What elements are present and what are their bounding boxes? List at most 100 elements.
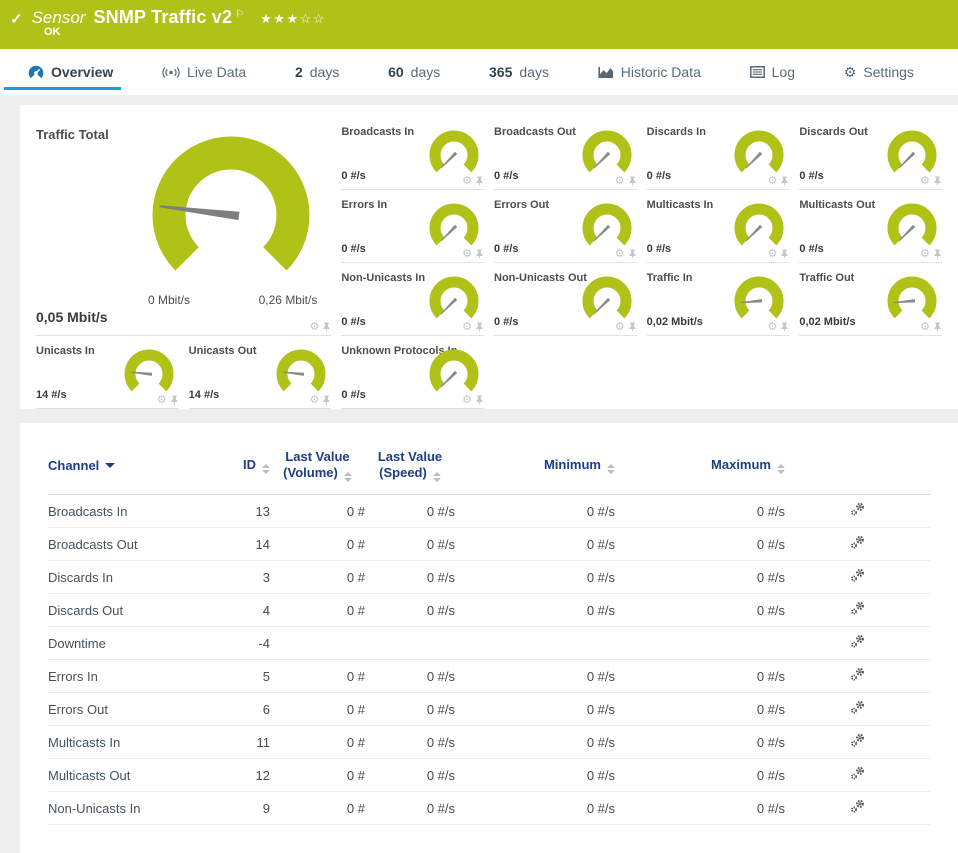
channel-settings-button[interactable] (846, 632, 870, 654)
pin-icon[interactable] (628, 249, 637, 260)
traffic-in-gauge (731, 275, 787, 330)
cell-channel[interactable]: Downtime (48, 635, 106, 651)
gauge-settings-gear-icon[interactable]: ⚙ (767, 175, 778, 187)
cell-volume: 0 # (346, 734, 365, 750)
tab-60-days[interactable]: 60 days (384, 49, 444, 95)
channel-settings-button[interactable] (846, 731, 870, 753)
sort-icon[interactable] (432, 472, 441, 483)
gauge-settings-gear-icon[interactable]: ⚙ (614, 321, 625, 333)
cell-channel[interactable]: Non-Unicasts In (48, 800, 141, 816)
column-label: Channel (48, 457, 100, 473)
unicasts-in-gauge (121, 348, 177, 403)
gauge-settings-gear-icon[interactable]: ⚙ (920, 321, 930, 333)
channel-settings-button[interactable] (846, 500, 870, 522)
channel-settings-button[interactable] (846, 797, 870, 819)
cell-channel[interactable]: Errors In (48, 668, 98, 684)
sort-caret-icon[interactable] (105, 462, 116, 468)
pin-icon[interactable] (322, 322, 331, 333)
pin-icon[interactable] (475, 322, 484, 333)
tab-log[interactable]: Log (746, 49, 799, 95)
gauge-settings-gear-icon[interactable]: ⚙ (614, 248, 625, 260)
sort-icon[interactable] (607, 464, 615, 475)
pin-icon[interactable] (780, 176, 789, 187)
channel-settings-button[interactable] (846, 533, 870, 555)
gauge-tile-multicasts-out: Multicasts Out 0 #/s ⚙ (799, 190, 942, 263)
gauge-settings-gear-icon[interactable]: ⚙ (767, 248, 778, 260)
channel-settings-button[interactable] (846, 665, 870, 687)
flag-icon[interactable]: ⚐ (235, 9, 245, 20)
column-label: Last Value (Volume) (283, 449, 350, 481)
gauge-tile-traffic-out: Traffic Out 0,02 Mbit/s ⚙ (799, 263, 942, 336)
pin-icon[interactable] (933, 176, 942, 187)
gauge-title: Multicasts In (646, 199, 714, 211)
cell-channel[interactable]: Multicasts In (48, 734, 121, 750)
cell-speed: 0 #/s (426, 569, 455, 585)
cell-max: 0 #/s (756, 503, 785, 519)
tab-settings[interactable]: ⚙ Settings (840, 49, 918, 95)
table-row-broadcasts-in: Broadcasts In 13 0 # 0 #/s 0 #/s 0 #/s (48, 495, 930, 528)
column-header-maximum[interactable]: Maximum (615, 437, 785, 495)
gauge-settings-gear-icon[interactable]: ⚙ (920, 248, 930, 260)
pin-icon[interactable] (628, 176, 637, 187)
tab-label: Log (771, 64, 795, 80)
cell-channel[interactable]: Multicasts Out (48, 767, 131, 783)
gauge-settings-gear-icon[interactable]: ⚙ (920, 175, 930, 187)
cell-channel[interactable]: Errors Out (48, 701, 108, 717)
gauge-settings-gear-icon[interactable]: ⚙ (462, 321, 472, 333)
sort-icon[interactable] (777, 464, 785, 475)
cell-min: 0 #/s (586, 734, 615, 750)
pin-icon[interactable] (322, 395, 331, 406)
sort-icon[interactable] (262, 464, 270, 475)
column-header-id[interactable]: ID (208, 437, 270, 495)
cell-channel[interactable]: Broadcasts Out (48, 536, 138, 552)
table-body: Broadcasts In 13 0 #0 #/s 0 #/s 0 #/s Broadca… (48, 495, 930, 825)
gauge-settings-gear-icon[interactable]: ⚙ (309, 394, 320, 406)
channel-settings-button[interactable] (846, 599, 870, 621)
sort-icon[interactable] (343, 472, 352, 483)
channel-settings-button[interactable] (846, 698, 870, 720)
gauge-settings-gear-icon[interactable]: ⚙ (614, 175, 625, 187)
gauge-settings-gear-icon[interactable]: ⚙ (767, 321, 778, 333)
column-header-last-value-volume[interactable]: Last Value (Volume) (270, 437, 365, 495)
tab-365-days[interactable]: 365 days (485, 49, 553, 95)
cell-actions (785, 726, 930, 759)
cell-channel[interactable]: Broadcasts In (48, 503, 128, 519)
tab-historic-data[interactable]: Historic Data (594, 49, 705, 95)
gauge-settings-gear-icon[interactable]: ⚙ (462, 248, 472, 260)
priority-stars[interactable]: ★★★☆☆ (260, 11, 326, 26)
gauge-settings-gear-icon[interactable]: ⚙ (462, 394, 472, 406)
gauge-title: Unknown Protocols In (341, 345, 458, 357)
pin-icon[interactable] (933, 322, 942, 333)
column-header-last-value-speed[interactable]: Last Value (Speed) (365, 437, 455, 495)
channel-settings-button[interactable] (846, 566, 870, 588)
cell-channel[interactable]: Discards In (48, 569, 114, 585)
tab-2-days[interactable]: 2 days (291, 49, 343, 95)
pin-icon[interactable] (475, 176, 484, 187)
column-header-channel[interactable]: Channel (48, 437, 208, 495)
non-unicasts-in-gauge (426, 275, 482, 330)
discards-out-gauge (884, 129, 940, 184)
gauge-settings-gear-icon[interactable]: ⚙ (309, 321, 320, 333)
cell-channel[interactable]: Discards Out (48, 602, 124, 618)
gauge-value: 0 #/s (341, 389, 366, 401)
tab-label: days (410, 64, 441, 80)
tab-overview[interactable]: Overview (3, 49, 122, 95)
column-header-minimum[interactable]: Minimum (455, 437, 615, 495)
gauge-value: 0 #/s (494, 243, 519, 255)
pin-icon[interactable] (628, 322, 637, 333)
gauge-title: Discards In (646, 126, 706, 138)
tab-live-data[interactable]: Live Data (158, 49, 250, 95)
pin-icon[interactable] (170, 395, 179, 406)
cell-speed: 0 #/s (426, 668, 455, 684)
cell-max (615, 627, 785, 660)
gauge-settings-gear-icon[interactable]: ⚙ (462, 175, 472, 187)
cell-speed: 0 #/s (426, 536, 455, 552)
cell-min: 0 #/s (586, 536, 615, 552)
pin-icon[interactable] (475, 249, 484, 260)
pin-icon[interactable] (780, 249, 789, 260)
channel-settings-button[interactable] (846, 764, 870, 786)
pin-icon[interactable] (933, 249, 942, 260)
gauge-settings-gear-icon[interactable]: ⚙ (156, 394, 167, 406)
pin-icon[interactable] (475, 395, 484, 406)
pin-icon[interactable] (780, 322, 789, 333)
